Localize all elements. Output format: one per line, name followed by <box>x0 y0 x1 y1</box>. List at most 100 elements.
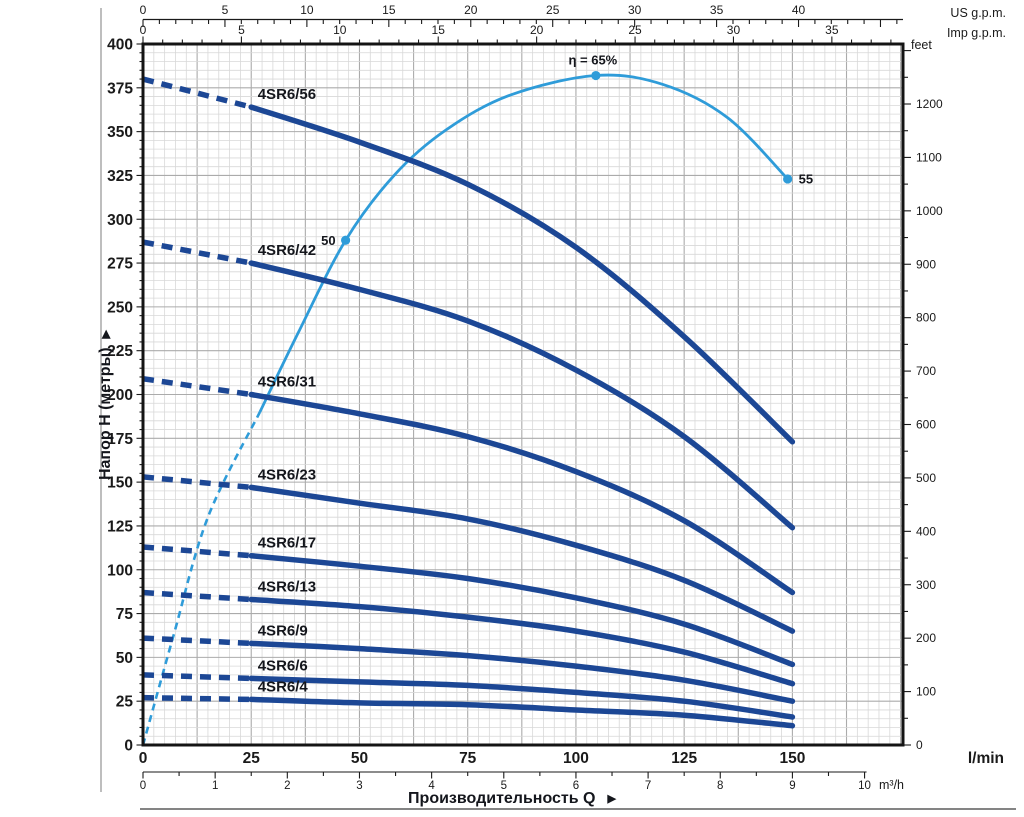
feet-tick-label: 600 <box>916 418 936 432</box>
pump-curve-label: 4SR6/17 <box>258 535 316 552</box>
head-m-tick-label: 300 <box>107 212 133 229</box>
plot-frame <box>141 42 905 747</box>
pump-curve <box>248 552 796 668</box>
m3h-tick-label: 1 <box>212 780 218 792</box>
pump-curve <box>248 391 796 596</box>
m3h-tick-label: 2 <box>284 780 290 792</box>
head-m-tick-label: 200 <box>107 387 133 404</box>
feet-tick-label: 900 <box>916 257 936 271</box>
imp-gpm-tick-label: 10 <box>333 23 347 37</box>
m3h-tick-label: 7 <box>645 780 651 792</box>
pump-curve-label: 4SR6/13 <box>258 579 316 596</box>
feet-tick-label: 700 <box>916 364 936 378</box>
pump-curve-label: 4SR6/9 <box>258 622 308 639</box>
chart-curves <box>141 73 796 746</box>
feet-tick-label: 1200 <box>916 97 943 111</box>
head-m-tick-label: 125 <box>107 518 133 535</box>
us-gpm-tick-label: 20 <box>464 3 478 17</box>
head-m-tick-label: 175 <box>107 431 133 448</box>
head-m-tick-label: 100 <box>107 562 133 579</box>
pump-curve <box>248 484 796 634</box>
m3h-tick-label: 3 <box>356 780 362 792</box>
pump-curve-label: 4SR6/23 <box>258 466 316 483</box>
lmin-tick-label: 25 <box>243 750 261 767</box>
x-axis-arrow-icon: ▶ <box>606 793 616 805</box>
pump-curve <box>248 640 796 704</box>
pump-curve-label: 4SR6/31 <box>258 374 316 391</box>
m3h-tick-label: 0 <box>140 780 146 792</box>
head-m-tick-label: 400 <box>107 37 133 54</box>
imp-gpm-tick-label: 30 <box>727 23 741 37</box>
feet-axis-unit-label: feet <box>911 38 932 52</box>
m3h-tick-label: 5 <box>501 780 507 792</box>
head-m-tick-label: 0 <box>124 738 133 755</box>
x-axis-title-text: Производительность Q <box>408 790 595 807</box>
feet-tick-label: 0 <box>916 738 923 752</box>
lmin-tick-label: 0 <box>139 750 148 767</box>
feet-tick-label: 1100 <box>916 150 942 164</box>
head-m-tick-label: 275 <box>107 256 133 273</box>
pump-curve-label: 4SR6/4 <box>258 678 309 695</box>
pump-curve <box>248 596 796 687</box>
efficiency-marker-dot <box>341 235 351 245</box>
feet-tick-label: 100 <box>916 685 936 699</box>
imp-gpm-tick-label: 35 <box>825 23 839 37</box>
pump-curve <box>248 260 796 531</box>
us-gpm-tick-label: 10 <box>300 3 314 17</box>
feet-tick-label: 1000 <box>916 204 943 218</box>
pump-curve <box>248 104 796 445</box>
head-m-tick-label: 75 <box>116 606 134 623</box>
pump-curve <box>248 675 796 720</box>
us-gpm-tick-label: 35 <box>710 3 724 17</box>
lmin-tick-label: 150 <box>779 750 805 767</box>
pump-curve-label: 4SR6/42 <box>258 242 316 259</box>
y-axis-arrow-icon: ▶ <box>100 329 112 339</box>
pump-curve-label: 4SR6/56 <box>258 86 316 103</box>
feet-tick-label: 200 <box>916 631 936 645</box>
head-m-tick-label: 375 <box>107 80 133 97</box>
efficiency-marker-label: 50 <box>321 233 335 248</box>
chart-annotations: 4SR6/56 4SR6/42 4SR6/31 4SR6/23 4SR6/17 4SR6/… <box>258 53 813 696</box>
lmin-axis-unit-label: l/min <box>968 750 1004 767</box>
m3h-tick-label: 9 <box>789 780 795 792</box>
imp-gpm-tick-label: 15 <box>432 23 446 37</box>
m3h-tick-label: 8 <box>717 780 723 792</box>
efficiency-curve-dashed-segment <box>141 411 262 746</box>
efficiency-curve <box>258 73 789 413</box>
y-axis-title: Напор H (метры) ▶ <box>97 329 114 480</box>
us-gpm-tick-label: 25 <box>546 3 560 17</box>
m3h-tick-label: 10 <box>858 780 871 792</box>
us-gpm-axis-unit-label: US g.p.m. <box>950 6 1006 20</box>
head-m-tick-label: 50 <box>116 650 133 667</box>
us-gpm-tick-label: 30 <box>628 3 642 17</box>
imp-gpm-tick-label: 25 <box>628 23 642 37</box>
head-m-tick-label: 150 <box>107 475 133 492</box>
us-gpm-tick-label: 5 <box>222 3 229 17</box>
pump-curve-label: 4SR6/6 <box>258 657 308 674</box>
m3h-tick-label: 4 <box>428 780 435 792</box>
feet-tick-label: 400 <box>916 524 936 538</box>
pump-curve <box>248 696 796 729</box>
efficiency-marker-label: 55 <box>799 171 813 186</box>
head-m-tick-label: 350 <box>107 124 133 141</box>
y-axis-title-text: Напор H (метры) <box>97 347 114 480</box>
us-gpm-tick-label: 15 <box>382 3 396 17</box>
feet-tick-label: 300 <box>916 578 936 592</box>
lmin-tick-label: 75 <box>459 750 477 767</box>
m3h-tick-label: 6 <box>573 780 579 792</box>
efficiency-marker-label: η = 65% <box>568 53 617 68</box>
chart-axes: 0 5 10 15 20 25 30 35 400 5 10 15 20 25 30 350100200300… <box>107 3 943 792</box>
head-m-tick-label: 250 <box>107 299 133 316</box>
lmin-tick-label: 50 <box>351 750 368 767</box>
imp-gpm-tick-label: 5 <box>238 23 245 37</box>
head-m-tick-label: 325 <box>107 168 133 185</box>
m3h-axis-unit-label: m³/h <box>879 778 904 792</box>
efficiency-marker-dot <box>783 174 793 184</box>
x-axis-title: Производительность Q ▶ <box>408 790 616 807</box>
feet-tick-label: 800 <box>916 311 936 325</box>
imp-gpm-tick-label: 20 <box>530 23 544 37</box>
efficiency-marker-dot <box>591 70 601 81</box>
head-m-tick-label: 225 <box>107 343 133 360</box>
us-gpm-tick-label: 40 <box>792 3 806 17</box>
